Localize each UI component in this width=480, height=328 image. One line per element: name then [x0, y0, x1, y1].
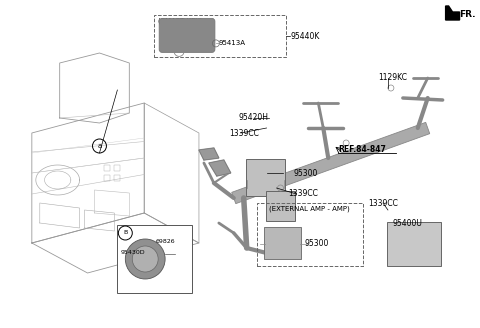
Polygon shape — [232, 122, 430, 204]
Text: 95420H: 95420H — [239, 113, 269, 122]
Text: 95300: 95300 — [293, 169, 318, 177]
Text: 95440K: 95440K — [290, 32, 320, 41]
FancyBboxPatch shape — [387, 222, 441, 266]
Polygon shape — [199, 148, 219, 160]
Text: 1339CC: 1339CC — [368, 198, 398, 208]
Text: 95413A: 95413A — [219, 40, 246, 46]
Text: 1339CC: 1339CC — [288, 190, 318, 198]
Polygon shape — [209, 160, 231, 176]
Text: 95300: 95300 — [305, 239, 329, 248]
FancyBboxPatch shape — [264, 227, 300, 259]
Text: 95430D: 95430D — [120, 250, 145, 255]
Text: FR.: FR. — [459, 10, 476, 19]
FancyBboxPatch shape — [118, 225, 192, 293]
Text: REF.84-847: REF.84-847 — [338, 146, 386, 154]
Text: B: B — [123, 231, 128, 236]
Circle shape — [125, 239, 165, 279]
Text: 1339CC: 1339CC — [229, 129, 259, 137]
FancyBboxPatch shape — [159, 18, 215, 52]
Text: 1129KC: 1129KC — [378, 73, 407, 83]
Text: (SMART KEY): (SMART KEY) — [158, 18, 203, 24]
Text: 69826: 69826 — [155, 239, 175, 244]
FancyBboxPatch shape — [265, 191, 295, 221]
Text: a: a — [97, 143, 102, 149]
FancyBboxPatch shape — [246, 159, 286, 196]
Polygon shape — [445, 6, 459, 20]
Text: 95400U: 95400U — [393, 218, 423, 228]
Circle shape — [132, 246, 158, 272]
Text: (EXTERNAL AMP - AMP): (EXTERNAL AMP - AMP) — [269, 205, 350, 212]
